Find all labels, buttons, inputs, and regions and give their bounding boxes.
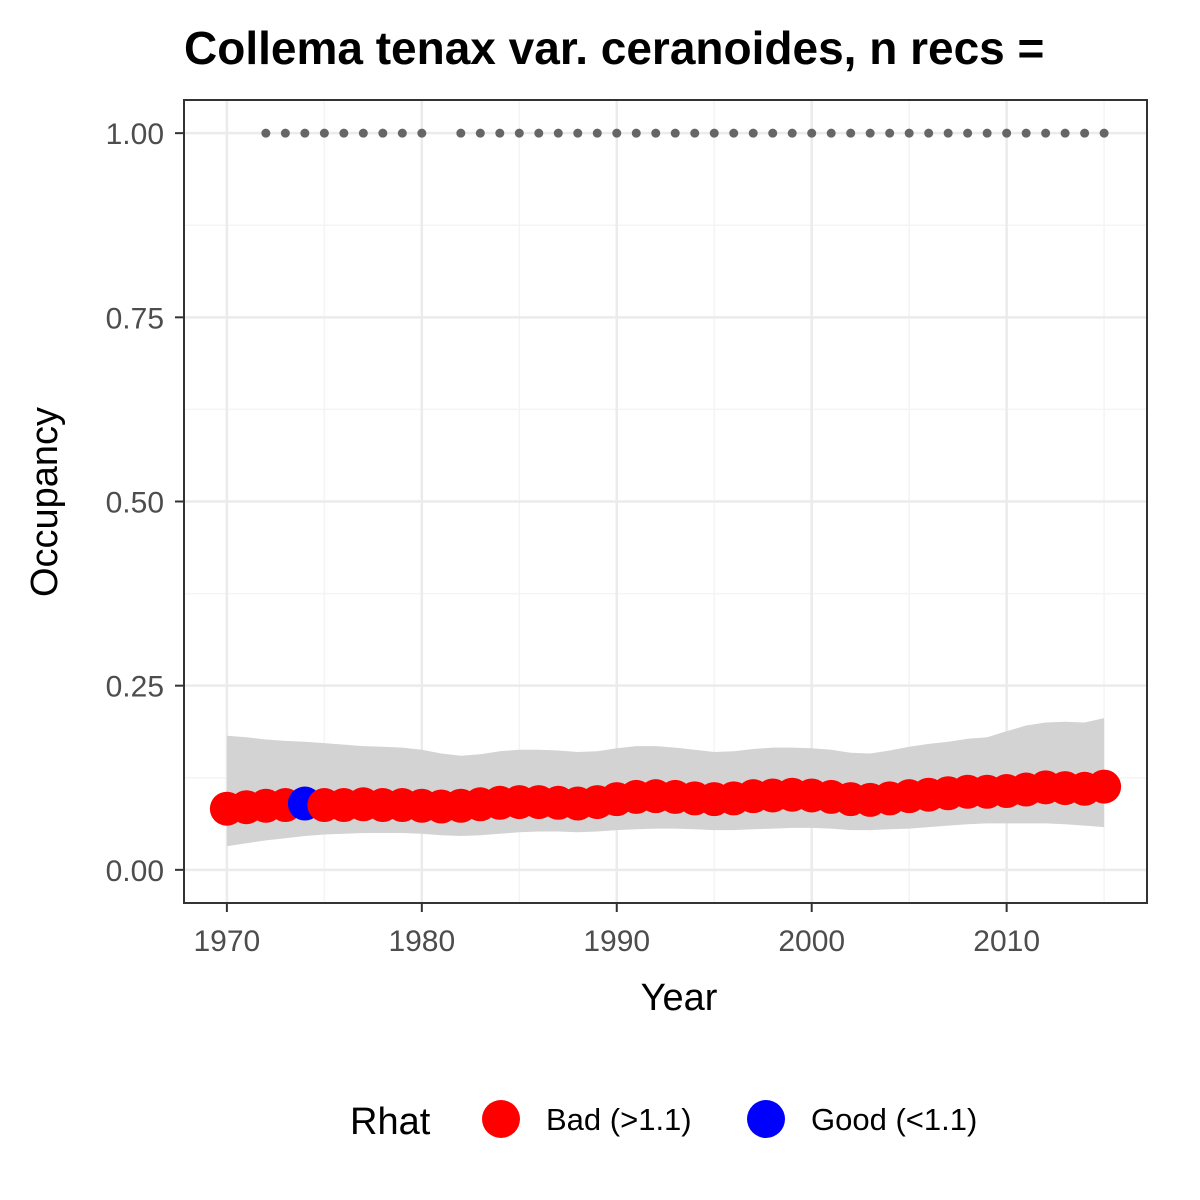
record-point-2005: [904, 128, 914, 138]
chart-title: Collema tenax var. ceranoides, n recs =: [184, 22, 1044, 74]
record-point-1985: [514, 128, 524, 138]
record-point-1983: [475, 128, 485, 138]
record-point-2009: [982, 128, 992, 138]
legend-title: Rhat: [350, 1101, 431, 1143]
record-points: [261, 128, 1109, 138]
record-point-1989: [592, 128, 602, 138]
record-point-2000: [807, 128, 817, 138]
occupancy-point-2015: [1087, 769, 1122, 804]
record-point-1996: [729, 128, 739, 138]
x-tick-label-1: 1980: [388, 925, 455, 958]
record-point-2012: [1041, 128, 1051, 138]
record-point-1992: [651, 128, 661, 138]
record-point-2001: [826, 128, 836, 138]
record-point-2006: [924, 128, 934, 138]
record-point-1976: [339, 128, 349, 138]
record-point-1994: [690, 128, 700, 138]
record-point-1975: [319, 128, 329, 138]
legend-label-good: Good (<1.1): [811, 1102, 977, 1137]
record-point-1978: [378, 128, 388, 138]
record-point-2015: [1099, 128, 1109, 138]
x-tick-label-3: 2000: [778, 925, 845, 958]
legend-swatch-good: [747, 1100, 785, 1138]
x-tick-label-2: 1990: [583, 925, 650, 958]
record-point-2014: [1080, 128, 1090, 138]
record-point-1982: [456, 128, 466, 138]
record-point-1972: [261, 128, 271, 138]
occupancy-points: [209, 769, 1122, 826]
legend-label-bad: Bad (>1.1): [546, 1102, 692, 1137]
record-point-1990: [612, 128, 622, 138]
y-axis-label: Occupancy: [24, 407, 66, 597]
record-point-1997: [748, 128, 758, 138]
x-tick-label-4: 2010: [973, 925, 1040, 958]
y-axis: 0.00 0.25 0.50 0.75 1.00: [106, 118, 184, 888]
y-tick-label-0: 0.00: [106, 855, 164, 888]
record-point-1998: [768, 128, 778, 138]
record-point-1973: [280, 128, 290, 138]
record-point-1987: [553, 128, 563, 138]
record-point-1995: [709, 128, 719, 138]
record-point-2011: [1021, 128, 1031, 138]
record-point-1988: [573, 128, 583, 138]
y-tick-label-2: 0.50: [106, 487, 164, 520]
record-point-1979: [397, 128, 407, 138]
x-tick-label-0: 1970: [194, 925, 261, 958]
y-tick-label-3: 0.75: [106, 302, 164, 335]
record-point-2002: [846, 128, 856, 138]
record-point-2003: [865, 128, 875, 138]
record-point-2013: [1060, 128, 1070, 138]
record-point-2010: [1002, 128, 1012, 138]
record-point-1984: [495, 128, 505, 138]
record-point-1977: [358, 128, 368, 138]
record-point-2004: [885, 128, 895, 138]
record-point-1993: [670, 128, 680, 138]
record-point-1974: [300, 128, 310, 138]
legend-swatch-bad: [482, 1100, 520, 1138]
y-tick-label-1: 0.25: [106, 671, 164, 704]
record-point-1999: [787, 128, 797, 138]
record-point-2007: [943, 128, 953, 138]
legend: Rhat Bad (>1.1) Good (<1.1): [350, 1100, 977, 1143]
record-point-1980: [417, 128, 427, 138]
x-axis-label: Year: [641, 977, 718, 1019]
record-point-1986: [534, 128, 544, 138]
y-tick-label-4: 1.00: [106, 118, 164, 151]
x-axis: 1970 1980 1990 2000 2010: [194, 903, 1040, 958]
record-point-1991: [631, 128, 641, 138]
record-point-2008: [963, 128, 973, 138]
